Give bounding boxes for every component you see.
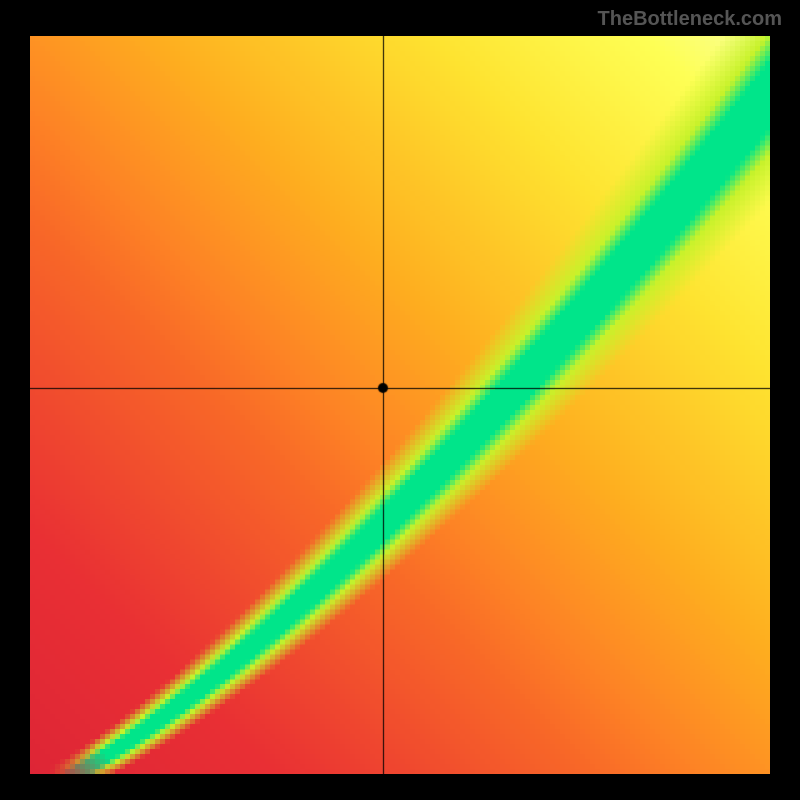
crosshair-overlay: [30, 36, 770, 774]
attribution-label: TheBottleneck.com: [598, 8, 782, 31]
